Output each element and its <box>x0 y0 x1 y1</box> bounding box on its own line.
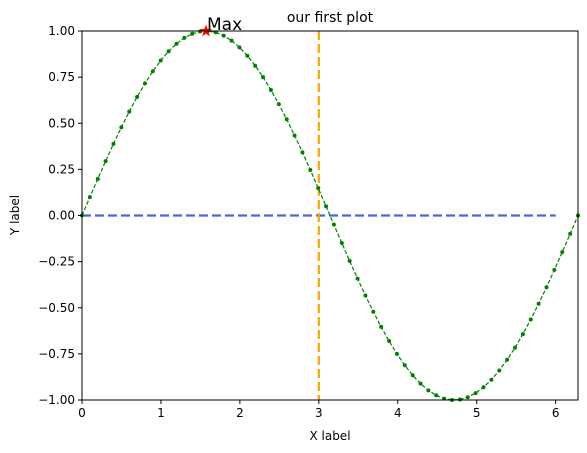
data-point <box>387 338 392 343</box>
data-point <box>552 267 557 272</box>
data-point <box>111 141 116 146</box>
chart-title: our first plot <box>287 10 374 26</box>
data-point <box>528 317 533 322</box>
x-tick-label: 0 <box>78 406 86 420</box>
data-point <box>135 94 140 99</box>
data-point <box>119 125 124 130</box>
y-tick-label: −1.00 <box>38 393 75 407</box>
y-axis: −1.00 −0.75 −0.50 −0.25 0.00 0.25 0.50 0.75 1.00 <box>38 24 82 407</box>
data-point <box>221 33 226 38</box>
data-point <box>245 53 250 58</box>
data-point <box>457 397 462 402</box>
y-tick-label: −0.50 <box>38 301 75 315</box>
y-tick-label: 0.75 <box>48 70 75 84</box>
data-point <box>513 345 518 350</box>
data-point <box>568 231 573 236</box>
data-point <box>182 35 187 40</box>
data-point <box>481 385 486 390</box>
data-point <box>544 285 549 290</box>
data-point <box>190 31 195 36</box>
data-point <box>300 150 305 155</box>
data-point <box>253 63 258 68</box>
max-marker <box>199 24 213 37</box>
x-tick-label: 1 <box>157 406 165 420</box>
data-point <box>497 368 502 373</box>
y-tick-label: −0.75 <box>38 347 75 361</box>
data-point <box>426 388 431 393</box>
data-point <box>237 45 242 50</box>
data-point <box>103 159 108 164</box>
data-point <box>292 133 297 138</box>
data-point <box>166 49 171 54</box>
data-point <box>174 41 179 46</box>
x-tick-label: 4 <box>394 406 402 420</box>
data-point <box>229 38 234 43</box>
data-point <box>363 293 368 298</box>
data-point <box>465 395 470 400</box>
data-point <box>379 324 384 329</box>
y-tick-label: 1.00 <box>48 24 75 38</box>
data-point <box>339 240 344 245</box>
x-axis-label: X label <box>309 429 350 443</box>
data-point <box>95 176 100 181</box>
data-point <box>284 117 289 122</box>
data-point <box>394 351 399 356</box>
data-point <box>371 309 376 314</box>
x-tick-label: 3 <box>315 406 323 420</box>
max-annotation: Max <box>207 15 242 35</box>
x-axis: 0 1 2 3 4 5 6 <box>78 400 559 420</box>
data-point <box>127 109 132 114</box>
data-point <box>560 250 565 255</box>
data-point <box>473 391 478 396</box>
y-tick-label: 0.00 <box>48 209 75 223</box>
data-point <box>410 373 415 378</box>
data-point <box>261 75 266 80</box>
y-tick-label: 0.25 <box>48 162 75 176</box>
data-point <box>489 377 494 382</box>
data-point <box>520 332 525 337</box>
y-tick-label: −0.25 <box>38 255 75 269</box>
data-point <box>331 222 336 227</box>
data-point <box>158 58 163 63</box>
data-point <box>324 204 329 209</box>
plot-area: Max <box>80 15 580 402</box>
x-tick-label: 2 <box>236 406 244 420</box>
data-point <box>505 357 510 362</box>
x-tick-label: 5 <box>473 406 481 420</box>
data-point <box>268 88 273 92</box>
data-point <box>276 102 281 107</box>
data-point <box>434 393 439 398</box>
data-point <box>418 381 423 386</box>
data-point <box>536 301 541 306</box>
data-point <box>87 195 92 200</box>
data-point <box>316 185 321 190</box>
data-point <box>347 259 352 264</box>
data-point <box>355 276 360 281</box>
y-axis-label: Y label <box>8 195 22 236</box>
data-point <box>150 69 155 74</box>
data-point <box>142 81 147 86</box>
series-line <box>81 30 579 401</box>
x-tick-label: 6 <box>552 406 560 420</box>
data-point <box>402 363 407 368</box>
data-point <box>308 167 313 172</box>
y-tick-label: 0.50 <box>48 116 75 130</box>
